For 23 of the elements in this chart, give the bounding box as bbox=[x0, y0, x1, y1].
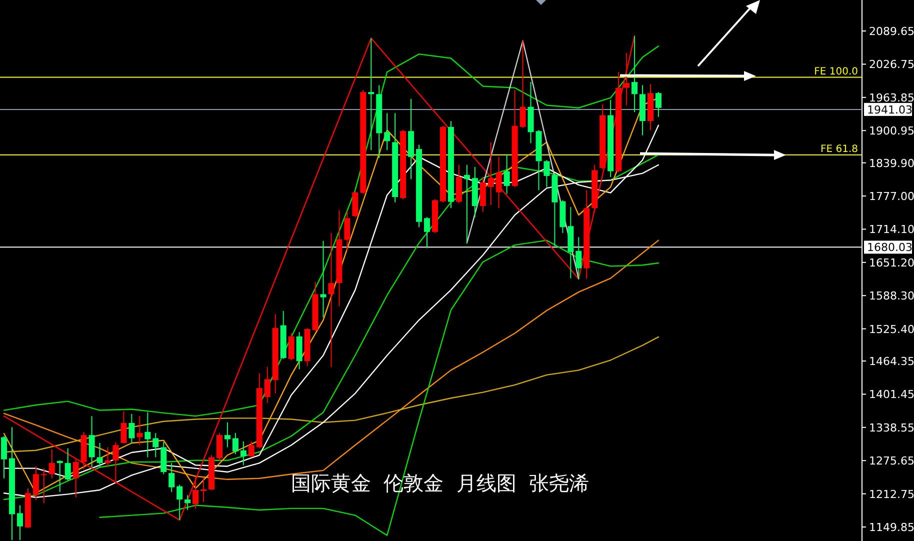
y-tick-label: 1149.85 bbox=[869, 520, 914, 534]
ref-line-label: 1941.03 bbox=[867, 103, 912, 116]
y-tick-label: 2089.65 bbox=[869, 25, 914, 38]
y-tick-label: 1212.75 bbox=[869, 488, 914, 501]
line-series bbox=[99, 240, 660, 536]
y-tick-label: 1839.90 bbox=[869, 156, 914, 170]
line-series bbox=[3, 36, 636, 521]
y-tick-label: 1464.35 bbox=[869, 355, 914, 368]
y-tick-label: 1900.95 bbox=[869, 124, 914, 138]
y-tick-label: 1588.30 bbox=[869, 290, 914, 303]
y-tick-label: 1651.20 bbox=[869, 256, 914, 270]
ref-line-label: FE 100.0 bbox=[814, 66, 858, 78]
y-tick-label: 1275.65 bbox=[869, 454, 914, 468]
y-tick-label: 1401.45 bbox=[869, 388, 914, 402]
y-tick-label: 1963.85 bbox=[869, 91, 914, 104]
ref-line-label: 1680.03 bbox=[867, 241, 912, 254]
y-tick-label: 1525.40 bbox=[869, 322, 914, 336]
line-series bbox=[3, 46, 660, 417]
y-tick-label: 2026.75 bbox=[869, 58, 914, 72]
y-tick-label: 1338.55 bbox=[869, 421, 914, 434]
y-tick-label: 1714.10 bbox=[869, 223, 914, 236]
y-tick-label: 1777.00 bbox=[869, 190, 914, 204]
ref-line-label: FE 61.8 bbox=[820, 144, 858, 155]
